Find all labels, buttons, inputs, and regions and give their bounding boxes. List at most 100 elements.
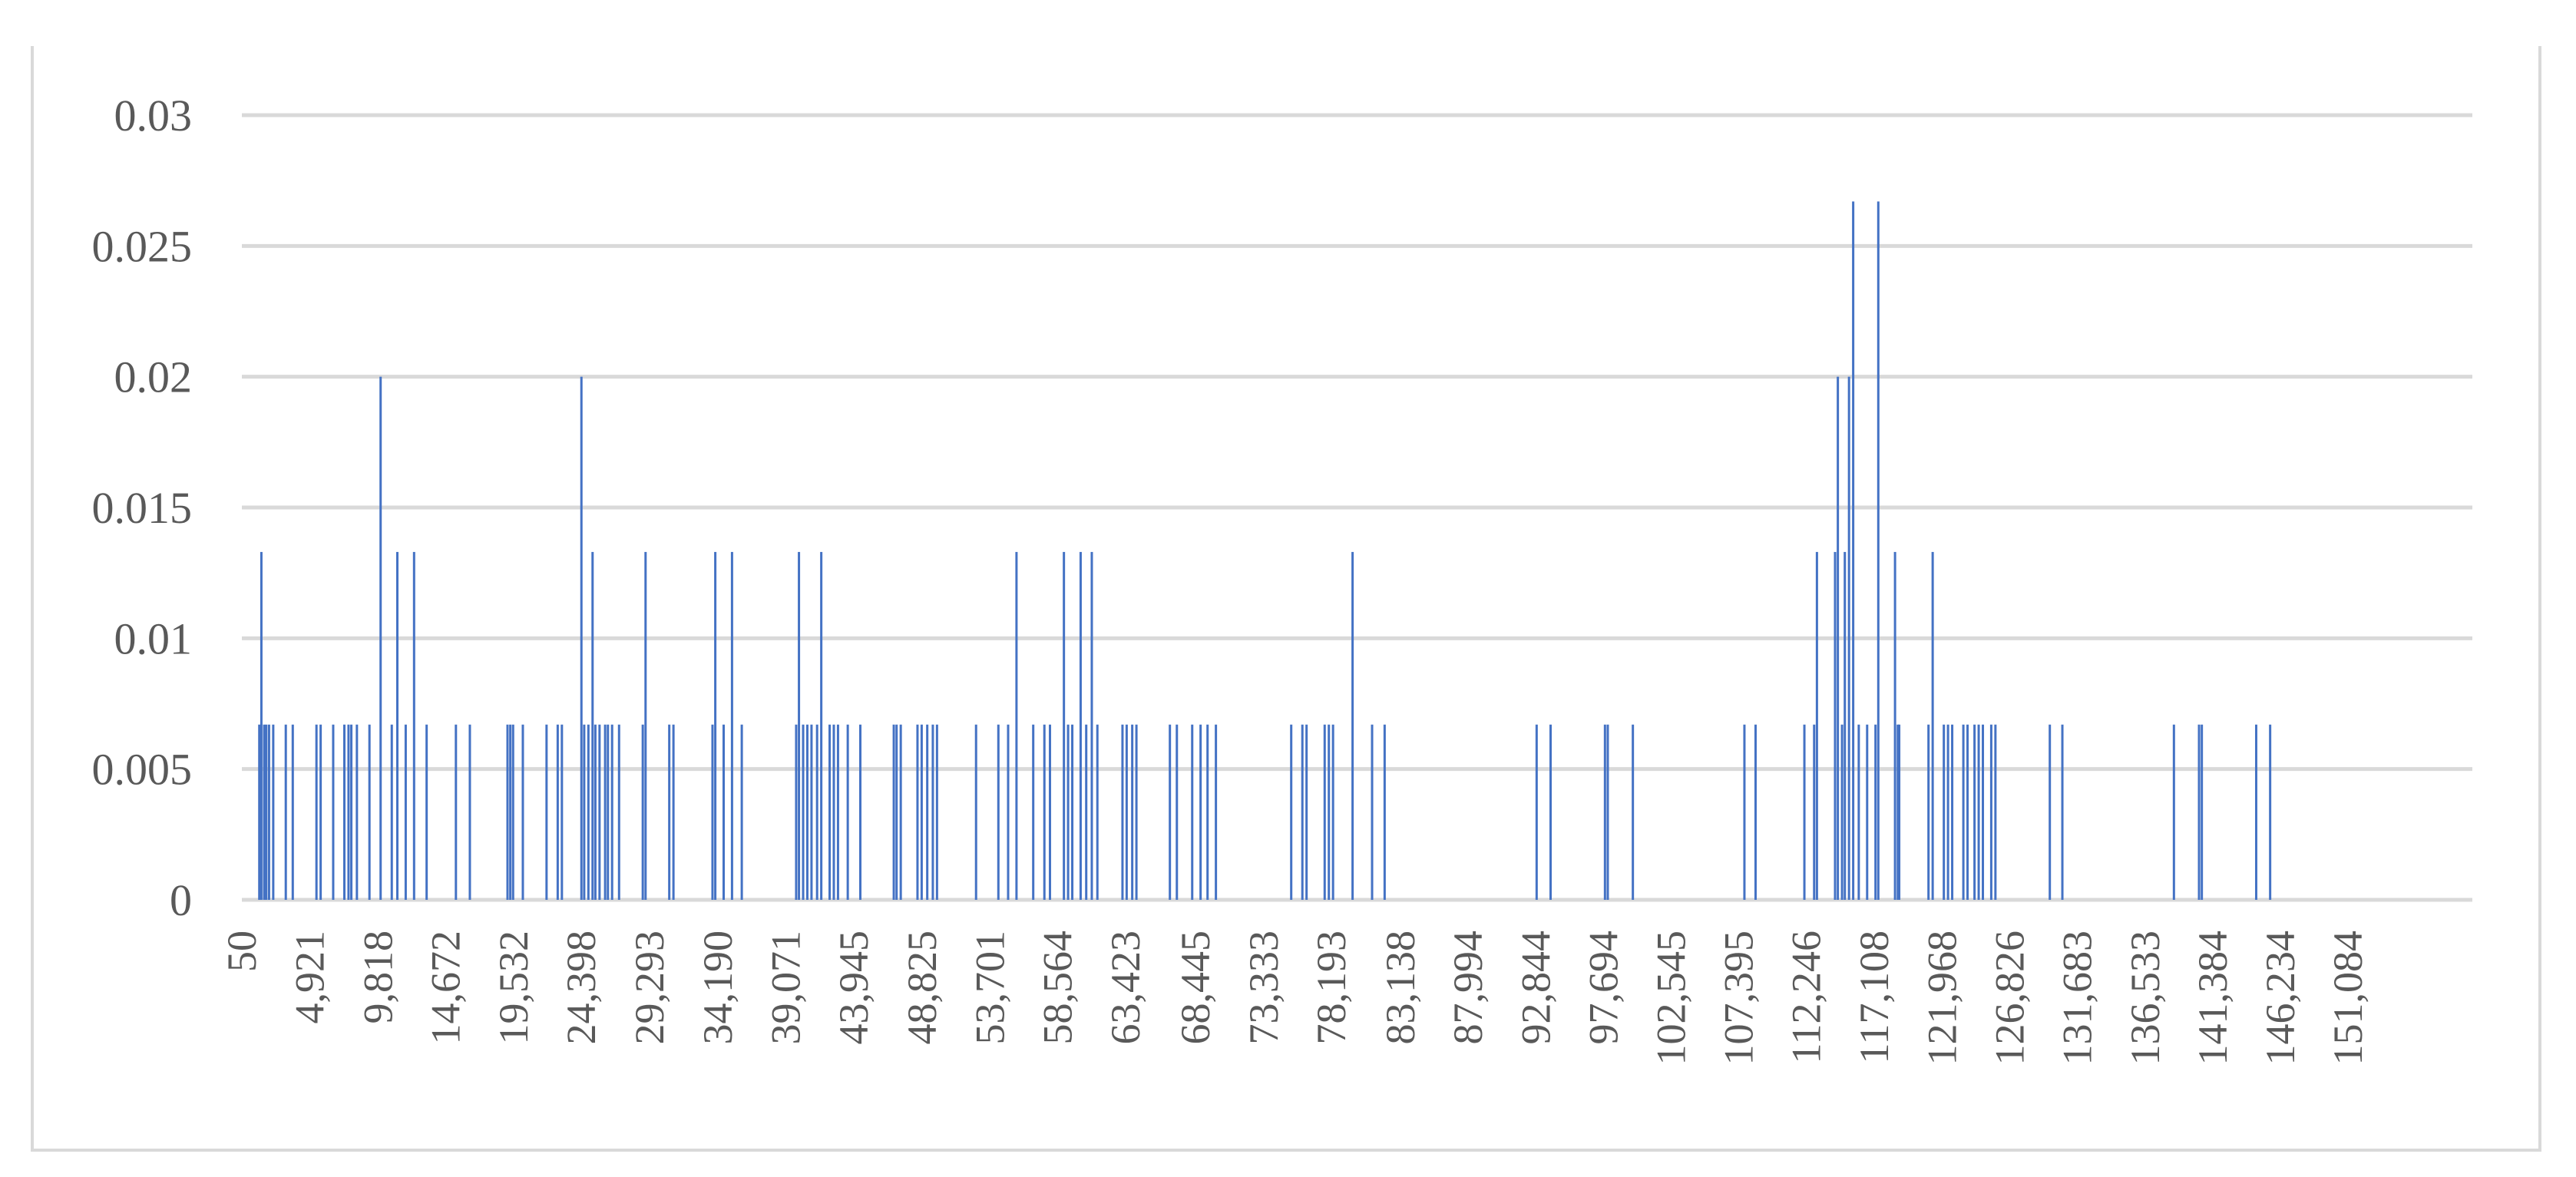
bar [1125, 724, 1128, 900]
bar [1834, 551, 1837, 900]
x-tick-label: 78,193 [1308, 931, 1354, 1045]
bar [1973, 724, 1976, 900]
bar [267, 724, 270, 900]
bar [1982, 724, 1985, 900]
bar [603, 724, 607, 900]
bar [836, 724, 839, 900]
bar [935, 724, 938, 900]
bar [1844, 551, 1847, 900]
x-tick-label: 102,545 [1648, 931, 1695, 1066]
bar [468, 724, 471, 900]
x-tick-label: 34,190 [695, 931, 741, 1045]
y-tick-label: 0.005 [92, 745, 193, 795]
bar [1176, 724, 1179, 900]
bar [455, 724, 458, 900]
bar [1063, 551, 1066, 900]
bar [1048, 724, 1051, 900]
bar [795, 724, 798, 900]
bar [899, 724, 902, 900]
bar [916, 724, 919, 900]
bar [798, 551, 801, 900]
bar [521, 724, 524, 900]
bar [1931, 551, 1934, 900]
bar [379, 376, 382, 901]
bar [1877, 201, 1880, 900]
bar [332, 724, 335, 900]
bar [1323, 724, 1326, 900]
bar [598, 724, 601, 900]
bar [1043, 724, 1046, 900]
y-tick-label: 0.02 [114, 352, 193, 402]
x-tick-label: 63,423 [1103, 931, 1149, 1045]
bar [583, 724, 586, 900]
bar [1090, 551, 1093, 900]
chart-frame [31, 46, 2541, 1152]
bar [594, 724, 597, 900]
x-tick-label: 151,084 [2325, 931, 2371, 1066]
x-tick-label: 117,108 [1851, 931, 1897, 1064]
x-tick-label: 29,293 [627, 931, 673, 1045]
x-tick-label: 112,246 [1784, 931, 1830, 1064]
bar [1121, 724, 1124, 900]
bar [412, 551, 415, 900]
bar [1898, 724, 1901, 900]
gridlines [242, 113, 2472, 902]
x-tick-label: 58,564 [1035, 931, 1081, 1045]
x-tick-label: 68,445 [1172, 931, 1219, 1045]
bar [1874, 724, 1877, 900]
bar [561, 724, 564, 900]
bar [591, 551, 594, 900]
bar [815, 724, 818, 900]
bar [920, 724, 923, 900]
bar [1815, 551, 1818, 900]
bar [1994, 724, 1997, 900]
x-tick-label: 53,701 [967, 931, 1013, 1045]
x-tick-label: 9,818 [355, 931, 401, 1024]
bar [258, 724, 261, 900]
bar [858, 724, 861, 900]
bar [832, 724, 835, 900]
bar [617, 724, 620, 900]
bar [265, 724, 268, 900]
bar [2049, 724, 2052, 900]
x-tick-label: 4,921 [286, 931, 332, 1024]
bar [1066, 724, 1070, 900]
y-tick-label: 0.03 [114, 91, 193, 141]
bar [1893, 551, 1896, 900]
bar [342, 724, 346, 900]
bar [1301, 724, 1304, 900]
bar [284, 724, 287, 900]
bar [722, 724, 725, 900]
bar [1989, 724, 1992, 900]
bar [1606, 724, 1609, 900]
bar [511, 724, 514, 900]
bar [1191, 724, 1194, 900]
bar [545, 724, 548, 900]
y-tick-label: 0.01 [114, 613, 193, 663]
bar [892, 724, 895, 900]
bar [895, 724, 898, 900]
x-tick-label: 141,384 [2190, 931, 2236, 1066]
bar [805, 724, 809, 900]
bar [291, 724, 294, 900]
bar [1951, 724, 1954, 900]
bar [1857, 724, 1860, 900]
bar [1837, 376, 1840, 901]
bar [1535, 724, 1538, 900]
bars [258, 201, 2272, 901]
bar [260, 551, 263, 900]
y-tick-label: 0 [170, 875, 192, 925]
bar [1754, 724, 1757, 900]
bar [368, 724, 371, 900]
bar [1840, 724, 1844, 900]
bar [350, 724, 353, 900]
bar [740, 724, 743, 900]
x-tick-label: 50 [219, 931, 265, 972]
bar [1927, 724, 1930, 900]
bar [1305, 724, 1308, 900]
bar [509, 724, 512, 900]
bar [1199, 724, 1202, 900]
bar [404, 724, 407, 900]
bar [1966, 724, 1969, 900]
